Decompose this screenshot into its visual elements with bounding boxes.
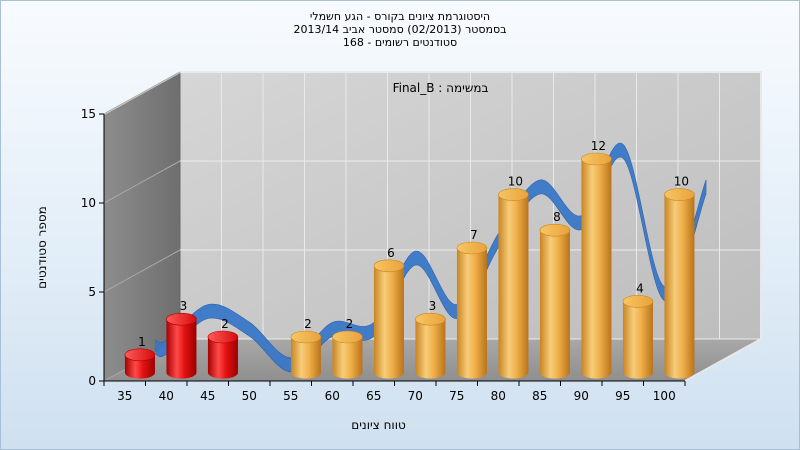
chart-title: היסטוגרמת ציונים בקורס - הגע חשמלי: [309, 10, 491, 23]
x-tick-label: 85: [532, 389, 547, 403]
data-label-95: 4: [636, 281, 644, 295]
y-tick-label: 0: [88, 374, 96, 388]
chart-registered-count: סטודנטים רשומים - 168: [342, 36, 458, 49]
x-tick-label: 90: [574, 389, 589, 403]
bar-body: [332, 337, 363, 379]
bar-85: [539, 223, 571, 379]
bar-body: [622, 301, 653, 379]
bar-body: [456, 248, 487, 379]
bar-cap: [664, 188, 695, 201]
bar-cap: [581, 152, 612, 166]
bar-cap: [373, 259, 405, 273]
data-label-90: 12: [591, 139, 606, 153]
bar-body: [664, 194, 695, 379]
chart-titles: היסטוגרמת ציונים בקורס - הגע חשמלי בסמסט…: [0, 10, 800, 49]
data-label-65: 6: [387, 246, 395, 260]
bar-body: [373, 265, 404, 379]
bar-body: [415, 319, 446, 379]
data-label-35: 1: [138, 335, 146, 349]
gridline-side: [103, 249, 181, 293]
bar-cap: [332, 330, 363, 344]
bar-cap: [207, 330, 239, 344]
x-tick-label: 40: [159, 389, 174, 403]
y-tick-label: 15: [81, 107, 96, 121]
data-label-55: 2: [304, 317, 312, 331]
bar-body: [290, 337, 321, 379]
bar-70: [415, 312, 446, 379]
bar-cap: [290, 330, 322, 344]
bar-body: [581, 159, 612, 379]
bar-60: [332, 330, 363, 379]
bar-body: [166, 319, 197, 379]
x-tick-label: 65: [366, 389, 381, 403]
bar-body: [207, 337, 238, 379]
chart-subtitle: בסמסטר (02/2013) סמסטר אביב 2013/14: [293, 23, 507, 36]
x-tick-label: 100: [653, 389, 676, 403]
x-tick-label: 70: [408, 389, 423, 403]
bar-90: [581, 152, 612, 379]
data-label-75: 7: [470, 228, 478, 242]
y-tick-label: 5: [88, 285, 96, 299]
data-label-85: 8: [553, 210, 561, 224]
x-tick-label: 95: [615, 389, 630, 403]
bar-body: [539, 230, 570, 379]
bar-40: [166, 312, 197, 379]
bar-body: [498, 194, 529, 379]
bar-cap: [415, 312, 446, 326]
bar-cap: [622, 295, 654, 308]
chart-annotation: במשימה : Final_B: [393, 81, 489, 95]
data-label-100: 10: [674, 175, 689, 189]
bar-65: [373, 259, 405, 379]
x-tick-label: 60: [325, 389, 340, 403]
y-tick-label: 10: [81, 196, 96, 210]
x-tick-label: 55: [283, 389, 298, 403]
data-label-45: 2: [221, 317, 229, 331]
bar-cap: [539, 223, 571, 237]
bar-95: [622, 295, 654, 379]
x-axis-title: טווח ציונים: [351, 418, 406, 432]
x-tick-label: 80: [491, 389, 506, 403]
x-tick-label: 50: [242, 389, 257, 403]
bar-45: [207, 330, 239, 379]
data-label-70: 3: [429, 299, 437, 313]
data-label-40: 3: [180, 299, 188, 313]
bar-cap: [166, 312, 197, 326]
bar-80: [498, 188, 529, 379]
bar-cap: [456, 241, 488, 255]
bar-body: [124, 354, 155, 379]
bar-55: [290, 330, 322, 379]
gridline-side: [103, 71, 181, 115]
data-label-80: 10: [508, 175, 523, 189]
bar-75: [456, 241, 488, 379]
bar-cap: [498, 188, 529, 201]
data-label-60: 2: [346, 317, 354, 331]
bar-cap: [124, 348, 156, 362]
x-tick-label: 45: [200, 389, 215, 403]
bar-35: [124, 348, 156, 379]
x-tick-label: 75: [449, 389, 464, 403]
gridline-side: [103, 160, 181, 204]
y-axis-title: מספר סטודנטים: [35, 206, 49, 289]
x-tick-label: 35: [117, 389, 132, 403]
bar-100: [664, 188, 695, 379]
